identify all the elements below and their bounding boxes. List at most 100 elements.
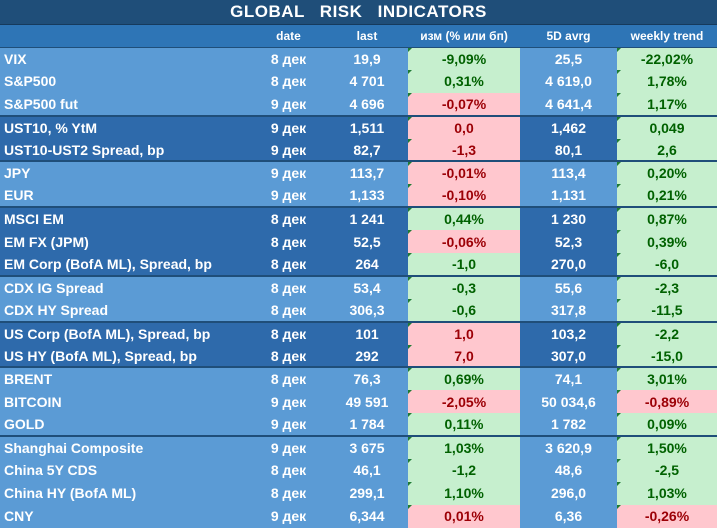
change-cell: 0,0 [408,114,520,139]
indicator-name: China 5Y CDS [0,459,251,482]
indicator-name: China HY (BofA ML) [0,481,251,505]
last-value-cell: 4 696 [326,92,408,116]
date-cell: 8 дек [251,206,326,231]
weekly-trend-cell: 1,17% [617,92,717,116]
weekly-trend-cell: 0,21% [617,184,717,208]
last-value-cell: 53,4 [326,274,408,299]
table-row: JPY 9 дек 113,7 -0,01% 113,4 0,20% [0,160,717,185]
table-row: Shanghai Composite 9 дек 3 675 1,03% 3 620,9… [0,435,717,460]
five-day-average-cell: 113,4 [520,160,617,185]
indicator-name: US Corp (BofA ML), Spread, bp [0,320,251,345]
indicator-name: EM Corp (BofA ML), Spread, bp [0,253,251,276]
last-value-cell: 1 784 [326,413,408,437]
five-day-average-cell: 103,2 [520,320,617,345]
weekly-trend-cell: -0,26% [617,504,717,528]
last-value-cell: 264 [326,253,408,276]
date-cell: 9 дек [251,390,326,414]
indicator-name: GOLD [0,413,251,437]
five-day-average-cell: 307,0 [520,344,617,368]
change-cell: -9,09% [408,47,520,70]
change-cell: -2,05% [408,390,520,414]
weekly-trend-cell: -6,0 [617,253,717,276]
change-cell: 1,0 [408,320,520,345]
change-cell: 0,01% [408,504,520,528]
last-value-cell: 299,1 [326,481,408,505]
indicator-name: BITCOIN [0,390,251,414]
weekly-trend-cell: 2,6 [617,138,717,162]
table-row: EUR 9 дек 1,133 -0,10% 1,131 0,21% [0,184,717,208]
table-row: US HY (BofA ML), Spread, bp 8 дек 292 7,0 30… [0,344,717,368]
indicator-name: UST10, % YtM [0,114,251,139]
weekly-trend-cell: -2,3 [617,274,717,299]
indicator-name: CDX IG Spread [0,274,251,299]
table-row: CDX IG Spread 8 дек 53,4 -0,3 55,6 -2,3 [0,274,717,299]
table-row: UST10-UST2 Spread, bp 9 дек 82,7 -1,3 80,1 2,… [0,138,717,162]
five-day-average-cell: 1 230 [520,206,617,231]
weekly-trend-cell: 0,049 [617,114,717,139]
last-value-cell: 76,3 [326,366,408,391]
table-row: GOLD 9 дек 1 784 0,11% 1 782 0,09% [0,413,717,437]
table-row: CDX HY Spread 8 дек 306,3 -0,6 317,8 -11,5 [0,298,717,322]
last-value-cell: 292 [326,344,408,368]
date-cell: 9 дек [251,413,326,437]
change-cell: 0,44% [408,206,520,231]
table-row: EM Corp (BofA ML), Spread, bp 8 дек 264 -1,… [0,253,717,276]
five-day-average-cell: 6,36 [520,504,617,528]
indicator-name: S&P500 fut [0,92,251,116]
five-day-average-cell: 317,8 [520,298,617,322]
indicator-name: UST10-UST2 Spread, bp [0,138,251,162]
five-day-average-cell: 1 782 [520,413,617,437]
change-cell: 0,69% [408,366,520,391]
date-cell: 8 дек [251,459,326,482]
weekly-trend-cell: 1,50% [617,435,717,460]
change-cell: 7,0 [408,344,520,368]
header-change: изм (% или бп) [408,25,520,48]
header-date: date [251,25,326,48]
five-day-average-cell: 1,131 [520,184,617,208]
date-cell: 8 дек [251,481,326,505]
date-cell: 8 дек [251,274,326,299]
five-day-average-cell: 80,1 [520,138,617,162]
header-last: last [326,25,408,48]
indicator-name: CDX HY Spread [0,298,251,322]
date-cell: 8 дек [251,253,326,276]
weekly-trend-cell: -0,89% [617,390,717,414]
five-day-average-cell: 52,3 [520,230,617,254]
date-cell: 9 дек [251,504,326,528]
change-cell: -0,07% [408,92,520,116]
table-row: China 5Y CDS 8 дек 46,1 -1,2 48,6 -2,5 [0,459,717,482]
date-cell: 9 дек [251,184,326,208]
table-row: China HY (BofA ML) 8 дек 299,1 1,10% 296,0 1,… [0,481,717,505]
weekly-trend-cell: -15,0 [617,344,717,368]
change-cell: -0,01% [408,160,520,185]
five-day-average-cell: 74,1 [520,366,617,391]
table-row: CNY 9 дек 6,344 0,01% 6,36 -0,26% [0,504,717,528]
date-cell: 8 дек [251,344,326,368]
table-row: EM FX (JPM) 8 дек 52,5 -0,06% 52,3 0,39% [0,230,717,254]
five-day-average-cell: 296,0 [520,481,617,505]
sheet-title: GLOBAL RISK INDICATORS [0,0,717,25]
header-5d-average: 5D avrg [520,25,617,48]
weekly-trend-cell: -11,5 [617,298,717,322]
last-value-cell: 1 241 [326,206,408,231]
five-day-average-cell: 50 034,6 [520,390,617,414]
last-value-cell: 101 [326,320,408,345]
weekly-trend-cell: 3,01% [617,366,717,391]
last-value-cell: 52,5 [326,230,408,254]
last-value-cell: 49 591 [326,390,408,414]
date-cell: 8 дек [251,366,326,391]
indicator-name: CNY [0,504,251,528]
change-cell: -1,3 [408,138,520,162]
date-cell: 8 дек [251,298,326,322]
last-value-cell: 6,344 [326,504,408,528]
five-day-average-cell: 48,6 [520,459,617,482]
last-value-cell: 306,3 [326,298,408,322]
five-day-average-cell: 4 641,4 [520,92,617,116]
weekly-trend-cell: 0,20% [617,160,717,185]
weekly-trend-cell: -2,5 [617,459,717,482]
indicator-name: S&P500 [0,69,251,93]
header-name [0,25,251,48]
last-value-cell: 1,133 [326,184,408,208]
indicator-name: VIX [0,47,251,70]
